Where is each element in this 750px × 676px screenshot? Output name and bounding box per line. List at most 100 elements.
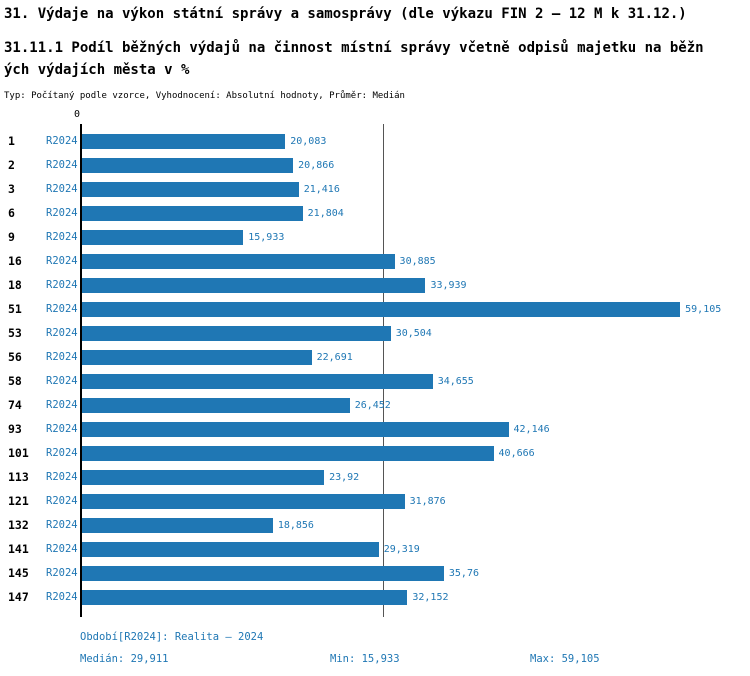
- bar: [82, 565, 444, 581]
- row-rank-label: 93: [8, 422, 22, 436]
- row-rank-label: 6: [8, 206, 15, 220]
- bar-value-label: 35,76: [448, 567, 479, 579]
- indicator-subtitle: 31.11.1 Podíl běžných výdajů na činnost …: [4, 40, 704, 78]
- bar-value-label: 59,105: [685, 303, 722, 315]
- bar-area: 22,691: [82, 345, 750, 369]
- bar-area: 30,885: [82, 249, 750, 273]
- bar-area: 23,92: [82, 465, 750, 489]
- bar: [82, 445, 494, 461]
- row-series-label: R2024: [46, 519, 78, 531]
- report-page: 31. Výdaje na výkon státní správy a samo…: [0, 6, 750, 665]
- row-series-label: R2024: [46, 279, 78, 291]
- chart-row: 2 R2024 20,866: [0, 153, 750, 177]
- row-rank-label: 53: [8, 326, 22, 340]
- row-rank-label: 1: [8, 134, 15, 148]
- bar-area: 18,856: [82, 513, 750, 537]
- bar: [82, 277, 426, 293]
- row-series-label: R2024: [46, 327, 78, 339]
- bar-area: 31,876: [82, 489, 750, 513]
- bar-value-label: 20,866: [298, 159, 335, 171]
- chart-row: 51 R2024 59,105: [0, 297, 750, 321]
- max-stat: Max: 59,105: [530, 653, 600, 665]
- bar-value-label: 23,92: [329, 471, 360, 483]
- bar-value-label: 42,146: [513, 423, 550, 435]
- bar-area: 29,319: [82, 537, 750, 561]
- chart-row: 56 R2024 22,691: [0, 345, 750, 369]
- bar-value-label: 34,655: [437, 375, 474, 387]
- chart-rows: 1 R2024 20,083 2 R2024 20,866 3 R2024 21,416 6 R20…: [0, 125, 750, 617]
- row-rank-label: 9: [8, 230, 15, 244]
- chart-row: 121 R2024 31,876: [0, 489, 750, 513]
- bar-value-label: 40,666: [498, 447, 535, 459]
- bar: [82, 397, 350, 413]
- row-series-label: R2024: [46, 471, 78, 483]
- chart-footer: Období[R2024]: Realita – 2024 Medián: 29…: [80, 631, 750, 665]
- bar-value-label: 30,885: [399, 255, 436, 267]
- row-series-label: R2024: [46, 231, 78, 243]
- bar-area: 26,452: [82, 393, 750, 417]
- row-rank-label: 147: [8, 590, 29, 604]
- bar-area: 42,146: [82, 417, 750, 441]
- chart-row: 9 R2024 15,933: [0, 225, 750, 249]
- period-label: Období[R2024]: Realita – 2024: [80, 631, 264, 643]
- chart-row: 93 R2024 42,146: [0, 417, 750, 441]
- bar: [82, 421, 509, 437]
- stats-row: Medián: 29,911 Min: 15,933 Max: 59,105: [80, 653, 750, 665]
- chart-row: 113 R2024 23,92: [0, 465, 750, 489]
- row-series-label: R2024: [46, 447, 78, 459]
- bar-area: 20,866: [82, 153, 750, 177]
- chart-row: 58 R2024 34,655: [0, 369, 750, 393]
- bar: [82, 157, 294, 173]
- bar-value-label: 21,804: [307, 207, 344, 219]
- bar-value-label: 29,319: [383, 543, 420, 555]
- bar: [82, 229, 244, 245]
- bar-chart: 0 1 R2024 20,083 2 R2024 20,866 3 R2024 21,416 6 R…: [0, 109, 750, 617]
- bar: [82, 325, 391, 341]
- bar: [82, 493, 405, 509]
- bar: [82, 373, 433, 389]
- row-series-label: R2024: [46, 207, 78, 219]
- row-rank-label: 74: [8, 398, 22, 412]
- bar: [82, 517, 273, 533]
- bar-area: 40,666: [82, 441, 750, 465]
- chart-row: 53 R2024 30,504: [0, 321, 750, 345]
- row-series-label: R2024: [46, 183, 78, 195]
- bar-value-label: 18,856: [277, 519, 314, 531]
- row-series-label: R2024: [46, 495, 78, 507]
- chart-row: 147 R2024 32,152: [0, 585, 750, 609]
- bar-area: 59,105: [82, 297, 750, 321]
- bar-area: 35,76: [82, 561, 750, 585]
- row-series-label: R2024: [46, 351, 78, 363]
- chart-row: 1 R2024 20,083: [0, 129, 750, 153]
- row-series-label: R2024: [46, 423, 78, 435]
- row-rank-label: 16: [8, 254, 22, 268]
- bar-area: 32,152: [82, 585, 750, 609]
- row-rank-label: 101: [8, 446, 29, 460]
- bar-area: 33,939: [82, 273, 750, 297]
- row-series-label: R2024: [46, 135, 78, 147]
- axis-zero-label: 0: [74, 109, 81, 120]
- row-rank-label: 56: [8, 350, 22, 364]
- bar-value-label: 31,876: [409, 495, 446, 507]
- bar-value-label: 20,083: [290, 135, 327, 147]
- row-series-label: R2024: [46, 399, 78, 411]
- bar: [82, 205, 303, 221]
- bar-area: 21,804: [82, 201, 750, 225]
- bar-value-label: 22,691: [316, 351, 353, 363]
- y-axis-line: [80, 124, 82, 617]
- page-title: 31. Výdaje na výkon státní správy a samo…: [4, 6, 687, 22]
- bar: [82, 253, 395, 269]
- bar-area: 15,933: [82, 225, 750, 249]
- row-rank-label: 51: [8, 302, 22, 316]
- chart-row: 6 R2024 21,804: [0, 201, 750, 225]
- row-rank-label: 132: [8, 518, 29, 532]
- row-rank-label: 3: [8, 182, 15, 196]
- bar-area: 21,416: [82, 177, 750, 201]
- row-rank-label: 18: [8, 278, 22, 292]
- row-series-label: R2024: [46, 591, 78, 603]
- bar-value-label: 26,452: [354, 399, 391, 411]
- bar: [82, 589, 408, 605]
- chart-row: 16 R2024 30,885: [0, 249, 750, 273]
- bar: [82, 301, 681, 317]
- row-rank-label: 145: [8, 566, 29, 580]
